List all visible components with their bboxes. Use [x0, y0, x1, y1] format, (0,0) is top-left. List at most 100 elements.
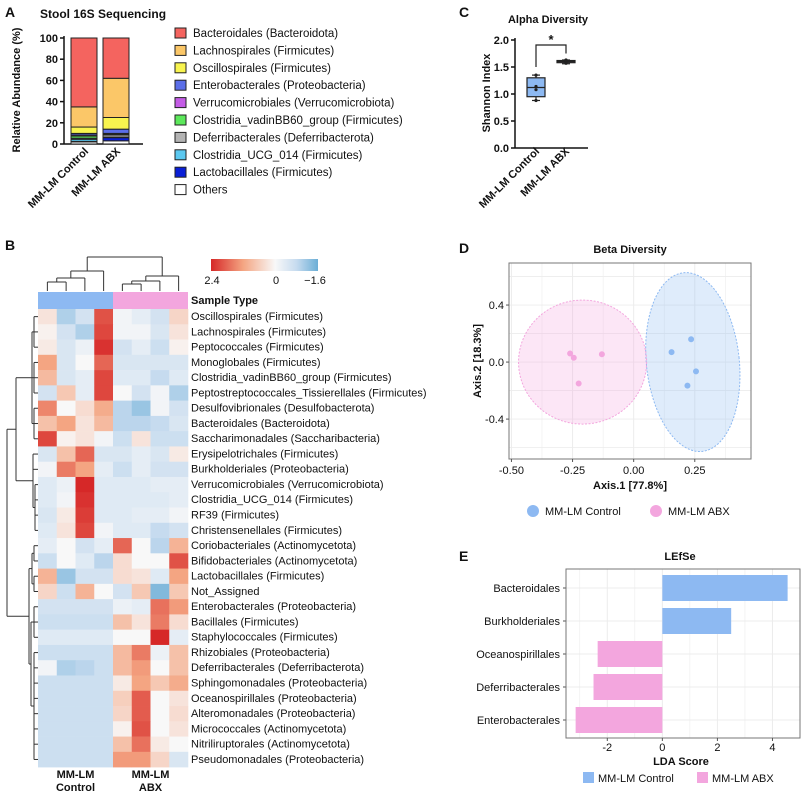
heatmap-cell — [38, 629, 58, 646]
heatmap-cell — [38, 522, 58, 539]
heatmap-cell — [150, 675, 170, 692]
heatmap-cell — [38, 660, 58, 676]
row-label: Lactobacillales (Firmicutes) — [191, 571, 324, 583]
heatmap-cell — [38, 736, 58, 753]
lda-bar — [662, 575, 788, 601]
column-group-label: Control — [56, 782, 95, 794]
y-tick-label-a: 60 — [46, 75, 58, 87]
legend-marker — [650, 505, 662, 517]
heatmap-cell — [38, 461, 58, 478]
heatmap-cell — [131, 324, 151, 340]
heatmap-cell — [169, 538, 189, 554]
x-tick-label-e: -2 — [602, 742, 612, 754]
heatmap-cell — [56, 324, 76, 340]
row-label: Monoglobales (Firmicutes) — [191, 357, 321, 369]
legend-swatch — [174, 62, 187, 74]
legend-label-a: Clostridia_UCG_014 (Firmicutes) — [193, 150, 363, 162]
heatmap-cell — [94, 522, 114, 539]
heatmap-cell — [113, 644, 133, 661]
x-tick-label-d: 0.25 — [684, 465, 705, 477]
row-label: Burkholderiales (Proteobacteria) — [191, 464, 349, 476]
row-label: Sphingomonadales (Proteobacteria) — [191, 677, 367, 689]
y-tick-label-c: 0.5 — [494, 116, 509, 128]
heatmap-cell — [56, 446, 76, 462]
heatmap-cell — [113, 538, 133, 554]
legend-swatch — [174, 166, 187, 178]
y-tick-label-d: 0.4 — [489, 300, 504, 312]
heatmap-cell — [94, 354, 114, 371]
heatmap-cell — [75, 446, 95, 462]
y-tick-label-c: 2.0 — [494, 35, 509, 47]
plot-area-d — [509, 263, 751, 459]
heatmap-cell — [38, 568, 58, 585]
heatmap-cell — [94, 660, 114, 676]
heatmap-cell — [56, 675, 76, 692]
heatmap-cell — [113, 736, 133, 753]
heatmap-cell — [56, 385, 76, 401]
heatmap-cell — [113, 568, 133, 585]
heatmap-cell — [94, 538, 114, 554]
heatmap-cell — [150, 538, 170, 554]
heatmap-cell — [113, 354, 133, 371]
row-label: Deferribacterales (Deferribacterota) — [191, 662, 364, 674]
chart-title-a: Stool 16S Sequencing — [40, 7, 166, 21]
heatmap-cell — [113, 599, 133, 615]
y-tick-label-a: 80 — [46, 54, 58, 66]
sample-type-label: Sample Type — [191, 295, 258, 307]
heatmap-cell — [94, 553, 114, 569]
heatmap-cell — [131, 339, 151, 356]
heatmap-cell — [38, 431, 58, 447]
heatmap-cell — [56, 553, 76, 569]
heatmap-cell — [150, 400, 170, 417]
heatmap-cell — [150, 324, 170, 340]
heatmap-cell — [56, 538, 76, 554]
row-label: Oscillospirales (Firmicutes) — [191, 311, 323, 323]
heatmap-cell — [75, 675, 95, 692]
heatmap-cell — [94, 476, 114, 493]
heatmap-cell — [56, 339, 76, 356]
row-label: Pseudomonadales (Proteobacteria) — [191, 754, 364, 766]
heatmap-cell — [75, 553, 95, 569]
heatmap-cell — [131, 721, 151, 737]
heatmap-cell — [169, 415, 189, 432]
heatmap-cell — [131, 354, 151, 371]
heatmap-cell — [38, 400, 58, 417]
bar-segment — [102, 117, 130, 130]
heatmap-cell — [75, 339, 95, 356]
scatter-point — [688, 336, 695, 343]
heatmap-cell — [113, 583, 133, 600]
heatmap-cell — [56, 492, 76, 508]
heatmap-cell — [150, 385, 170, 401]
confidence-ellipse — [645, 272, 741, 453]
row-label: Christensenellales (Firmicutes) — [191, 525, 342, 537]
heatmap-cell — [113, 522, 133, 539]
heatmap-cell — [150, 629, 170, 646]
heatmap-cell — [131, 446, 151, 462]
y-tick-label-c: 1.0 — [494, 89, 509, 101]
heatmap-cell — [38, 476, 58, 493]
heatmap-cell — [75, 309, 95, 325]
y-tick-label-a: 100 — [40, 33, 58, 45]
heatmap-cell — [75, 736, 95, 753]
heatmap-cell — [94, 675, 114, 692]
heatmap-cell — [169, 614, 189, 630]
confidence-ellipse — [518, 299, 648, 425]
heatmap-cell — [113, 385, 133, 401]
y-axis-label-a: Relative Abundance (%) — [11, 27, 23, 152]
heatmap-cell — [150, 599, 170, 615]
heatmap-cell — [75, 690, 95, 707]
plot-border-e — [565, 568, 801, 739]
heatmap-cell — [56, 461, 76, 478]
x-tick-label-d: -0.50 — [499, 465, 524, 477]
x-axis-label-e: LDA Score — [653, 756, 709, 768]
row-label: Erysipelotrichales (Firmicutes) — [191, 448, 338, 460]
heatmap-cell — [56, 629, 76, 646]
bar-segment — [70, 37, 98, 108]
heatmap-cell — [113, 690, 133, 707]
heatmap-cell — [150, 431, 170, 447]
heatmap-cell — [56, 660, 76, 676]
heatmap-cell — [94, 583, 114, 600]
heatmap-cell — [38, 507, 58, 524]
heatmap-cell — [94, 644, 114, 661]
row-label: Staphylococcales (Firmicutes) — [191, 632, 338, 644]
